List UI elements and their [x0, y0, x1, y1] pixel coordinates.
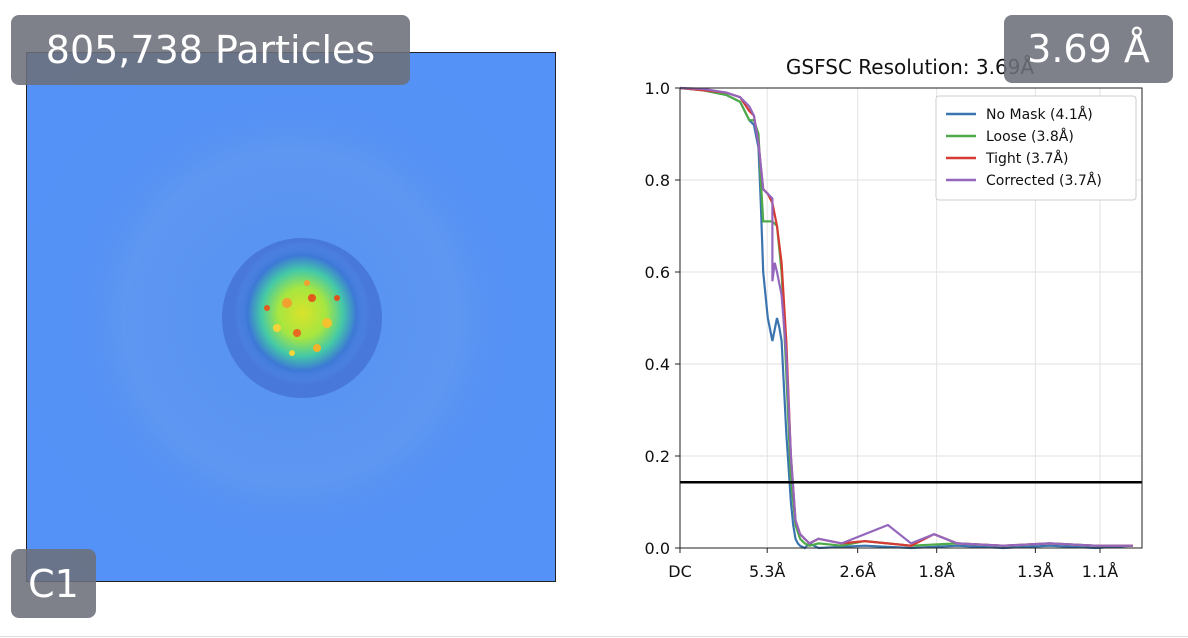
- plot-frame: [679, 87, 1143, 549]
- x-tick-label: 1.1Å: [1082, 562, 1118, 581]
- resolution-badge: 3.69 Å: [1004, 15, 1173, 83]
- y-tick-label: 0.8: [645, 171, 670, 190]
- x-tick-label: 5.3Å: [749, 562, 785, 581]
- y-tick-label: 1.0: [645, 79, 670, 98]
- y-tick-label: 0.2: [645, 447, 670, 466]
- x-tick-label: 1.3Å: [1017, 562, 1053, 581]
- x-tick-label: 2.6Å: [839, 562, 875, 581]
- y-tick-label: 0.4: [645, 355, 670, 374]
- map-hotspots: [264, 280, 340, 356]
- chart-legend: No Mask (4.1Å) Loose (3.8Å) Tight (3.7Å) Co…: [935, 95, 1137, 201]
- particle-count-badge: 805,738 Particles: [11, 15, 410, 85]
- symmetry-badge: C1: [11, 549, 96, 618]
- density-map-image: [51, 77, 531, 557]
- legend-label: Loose (3.8Å): [986, 128, 1074, 145]
- density-map-slice: [26, 52, 556, 582]
- legend-label: Tight (3.7Å): [985, 150, 1068, 167]
- x-tick-label: 1.8Å: [918, 562, 954, 581]
- chart-axes: 0.0 0.2 0.4 0.6 0.8 1.0 DC 5.3Å 2.6Å 1.8Å 1.3Å 1.1Å: [645, 79, 1143, 581]
- series-line: [679, 86, 1133, 547]
- legend-box: [935, 95, 1137, 201]
- fsc-chart: GSFSC Resolution: 3.69Å 0.0 0.2 0.4 0.6 0.8 1…: [645, 55, 1143, 581]
- x-tick-label: DC: [668, 562, 692, 581]
- y-tick-label: 0.0: [645, 539, 670, 558]
- chart-title: GSFSC Resolution: 3.69Å: [786, 55, 1034, 79]
- series-line: [679, 86, 1133, 547]
- legend-label: Corrected (3.7Å): [986, 172, 1102, 189]
- divider: [0, 636, 1188, 637]
- y-tick-label: 0.6: [645, 263, 670, 282]
- map-core: [234, 241, 370, 385]
- legend-label: No Mask (4.1Å): [986, 106, 1093, 123]
